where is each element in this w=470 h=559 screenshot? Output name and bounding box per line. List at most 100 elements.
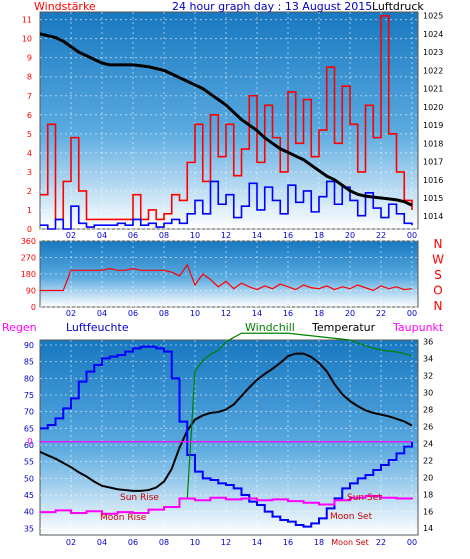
- temperature-tick-label: 14: [423, 524, 433, 533]
- direction-tick-label: 360: [21, 237, 36, 246]
- x-tick-label: 04: [97, 538, 107, 547]
- x-tick-label: 08: [159, 538, 169, 547]
- right-tick-label: 1022: [423, 66, 443, 75]
- legend-temperatur: Temperatur: [311, 321, 376, 334]
- temperature-tick-label: 34: [423, 355, 433, 364]
- humidity-tick-label: 35: [24, 524, 34, 533]
- direction-tick-label: 180: [21, 270, 36, 279]
- x-tick-label: 20: [345, 231, 355, 240]
- left-tick-label: 4: [27, 149, 32, 158]
- wind-gust-line: [40, 15, 413, 221]
- left-tick-label: 8: [27, 73, 32, 82]
- x-tick-label: 16: [283, 231, 293, 240]
- left-tick-label: 1: [27, 206, 32, 215]
- humidity-tick-label: 75: [24, 391, 34, 400]
- x-tick-label: 18: [314, 231, 324, 240]
- series-luftfeuchte-line: [40, 345, 413, 528]
- legend-windchill: Windchill: [245, 321, 295, 334]
- temperature-tick-label: 22: [423, 456, 433, 465]
- legend-regen: Regen: [2, 321, 37, 334]
- humidity-tick-label: 50: [24, 474, 34, 483]
- annotation-sun-rise: Sun Rise: [120, 493, 159, 503]
- left-tick-label: 2: [27, 187, 32, 196]
- x-tick-label: 10: [190, 309, 200, 318]
- annotation-moon-rise: Moon Rise: [100, 513, 147, 523]
- left-tick-label: 7: [27, 92, 32, 101]
- humidity-tick-label: 55: [24, 458, 34, 467]
- temperature-tick-label: 16: [423, 507, 433, 516]
- temperature-tick-label: 26: [423, 422, 433, 431]
- x-tick-label: 10: [190, 538, 200, 547]
- x-tick-label: 18: [314, 309, 324, 318]
- header-right-label: Luftdruck: [372, 0, 424, 13]
- temperature-tick-label: 28: [423, 406, 433, 415]
- compass-label: S: [434, 268, 442, 282]
- chart-title: 24 hour graph day : 13 August 2015: [172, 0, 372, 13]
- compass-label: N: [434, 299, 443, 313]
- legend-taupunkt: Taupunkt: [392, 321, 444, 334]
- right-tick-label: 1016: [423, 176, 443, 185]
- x-tick-label: 22: [376, 309, 386, 318]
- wind-direction-line: [40, 263, 413, 292]
- x-tick-label: 12: [221, 309, 231, 318]
- pressure-line: [39, 32, 413, 207]
- x-tick-label: 14: [252, 538, 262, 547]
- left-tick-label: 0: [27, 225, 32, 234]
- x-tick-label: 16: [283, 538, 293, 547]
- plot-panel-3: [39, 339, 419, 536]
- right-tick-label: 1019: [423, 121, 443, 130]
- direction-tick-label: 0: [31, 303, 36, 312]
- header-left-label: Windstärke: [34, 0, 96, 13]
- x-tick-label: 14: [252, 309, 262, 318]
- left-tick-label: 10: [22, 35, 32, 44]
- x-axis-moon-set-label: Moon Set: [331, 538, 368, 547]
- right-tick-label: 1025: [423, 12, 443, 21]
- right-tick-label: 1024: [423, 30, 443, 39]
- left-tick-label: 6: [27, 111, 32, 120]
- humidity-tick-label: 40: [24, 508, 34, 517]
- humidity-tick-label: 85: [24, 358, 34, 367]
- x-tick-label: 00: [407, 309, 417, 318]
- x-tick-label: 22: [376, 538, 386, 547]
- x-tick-label: 10: [190, 231, 200, 240]
- x-tick-label: 16: [283, 309, 293, 318]
- x-tick-label: 00: [407, 231, 417, 240]
- right-tick-label: 1015: [423, 194, 443, 203]
- right-tick-label: 1018: [423, 139, 443, 148]
- humidity-tick-label: 90: [24, 341, 34, 350]
- annotation-sun-set: Sun Set: [347, 493, 382, 503]
- x-tick-label: 04: [97, 309, 107, 318]
- temperature-tick-label: 18: [423, 490, 433, 499]
- temperature-tick-label: 36: [423, 338, 433, 347]
- humidity-tick-label: 80: [24, 374, 34, 383]
- x-tick-label: 08: [159, 309, 169, 318]
- x-tick-label: 12: [221, 231, 231, 240]
- left-tick-label: 3: [27, 168, 32, 177]
- temperature-tick-label: 30: [423, 389, 433, 398]
- x-tick-label: 06: [128, 309, 138, 318]
- direction-tick-label: 90: [26, 287, 36, 296]
- x-tick-label: 02: [66, 231, 76, 240]
- left-tick-label: 5: [27, 130, 32, 139]
- direction-tick-label: 270: [21, 254, 36, 263]
- left-tick-label: 11: [22, 16, 32, 25]
- humidity-tick-label: 70: [24, 408, 34, 417]
- regen-zero-label: 0: [27, 438, 33, 448]
- annotation-moon-set: Moon Set: [330, 512, 373, 522]
- x-tick-label: 20: [345, 309, 355, 318]
- x-tick-label: 00: [407, 538, 417, 547]
- x-tick-label: 08: [159, 231, 169, 240]
- right-tick-label: 1014: [423, 212, 443, 221]
- humidity-tick-label: 60: [24, 441, 34, 450]
- x-tick-label: 02: [66, 309, 76, 318]
- wind-speed-line: [40, 180, 413, 230]
- x-tick-label: 22: [376, 231, 386, 240]
- compass-label: O: [433, 284, 442, 298]
- right-tick-label: 1020: [423, 103, 443, 112]
- right-tick-label: 1017: [423, 158, 443, 167]
- humidity-tick-label: 45: [24, 491, 34, 500]
- x-tick-label: 14: [252, 231, 262, 240]
- temperature-tick-label: 24: [423, 439, 433, 448]
- temperature-tick-label: 32: [423, 372, 433, 381]
